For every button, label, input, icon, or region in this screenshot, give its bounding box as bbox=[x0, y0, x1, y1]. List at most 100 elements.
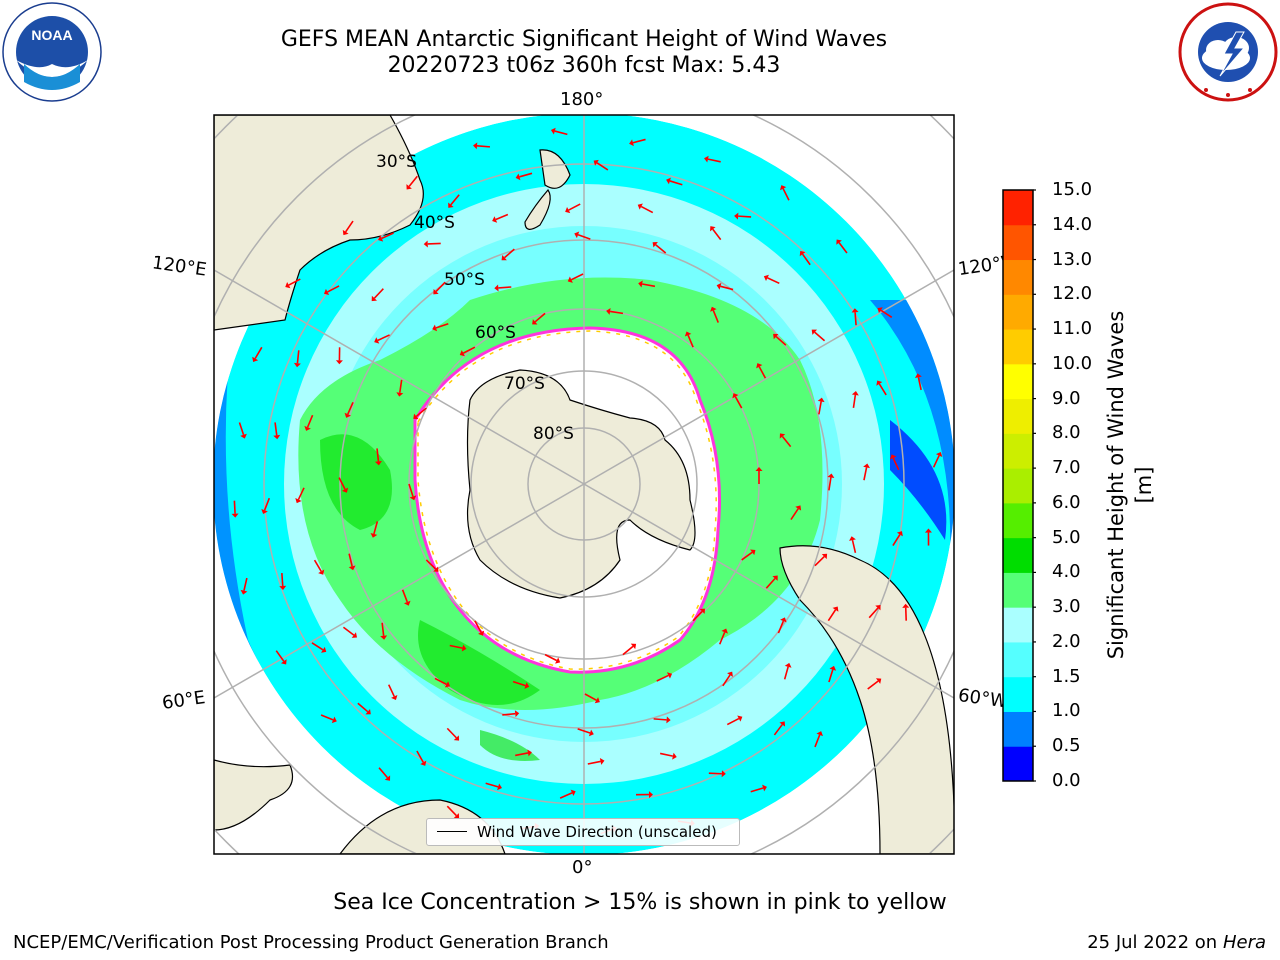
colorbar-segment bbox=[1003, 537, 1033, 573]
wave-direction-arrow bbox=[629, 138, 646, 147]
wave-direction-arrow bbox=[434, 677, 451, 688]
wave-direction-arrow bbox=[914, 373, 922, 391]
wave-direction-arrow bbox=[851, 308, 859, 326]
date-text: 25 Jul 2022 on Hera bbox=[1087, 932, 1266, 953]
colorbar-segment bbox=[1003, 641, 1033, 678]
colorbar-tick-label: 0.5 bbox=[1052, 735, 1081, 757]
wave-direction-arrow bbox=[763, 274, 780, 285]
map-legend: Wind Wave Direction (unscaled) bbox=[426, 818, 740, 846]
wave-direction-arrow bbox=[559, 789, 576, 799]
wave-direction-arrow bbox=[704, 155, 721, 163]
lat-label-60s: 60°S bbox=[475, 323, 516, 343]
wave-direction-arrow bbox=[692, 608, 705, 622]
wave-direction-arrow bbox=[817, 397, 825, 415]
wave-direction-arrow bbox=[371, 288, 384, 302]
new-zealand-south bbox=[524, 189, 551, 230]
wave-direction-arrow bbox=[313, 559, 325, 575]
colorbar-tick-label: 11.0 bbox=[1052, 318, 1093, 340]
wave-direction-arrow bbox=[656, 672, 673, 682]
wave-direction-arrow bbox=[252, 346, 263, 362]
colorbar-label: Significant Height of Wind Waves [m] bbox=[1104, 310, 1156, 660]
lon-label-0: 0° bbox=[572, 857, 593, 878]
wave-direction-arrow bbox=[635, 791, 653, 799]
colorbar-tick-label: 15.0 bbox=[1052, 179, 1093, 200]
colorbar-segment bbox=[1003, 190, 1033, 226]
credit-text: NCEP/EMC/Verification Post Processing Pr… bbox=[13, 932, 609, 953]
wave-direction-arrow bbox=[565, 203, 581, 214]
wave-direction-arrow bbox=[902, 603, 910, 621]
noaa-logo: NOAA bbox=[2, 2, 102, 102]
wave-direction-arrow bbox=[485, 782, 502, 791]
wind-wave-arrows bbox=[231, 127, 943, 835]
wave-direction-arrow bbox=[932, 451, 943, 468]
wave-direction-arrow bbox=[890, 454, 900, 471]
wave-direction-arrow bbox=[755, 467, 763, 484]
wave-direction-arrow bbox=[348, 553, 356, 571]
wave-direction-arrow bbox=[401, 589, 411, 606]
colorbar-segment bbox=[1003, 468, 1033, 504]
wave-direction-arrow bbox=[413, 407, 427, 420]
wave-direction-arrow bbox=[867, 678, 882, 690]
chart-subtitle: 20220723 t06z 360h fcst Max: 5.43 bbox=[387, 53, 781, 78]
wave-direction-arrow bbox=[273, 422, 281, 440]
colorbar-segment bbox=[1003, 259, 1033, 295]
wave-direction-arrow bbox=[515, 749, 532, 757]
colorbar-segment bbox=[1003, 572, 1033, 608]
lat-label-30s: 30°S bbox=[376, 152, 417, 172]
wave-direction-arrow bbox=[231, 500, 239, 518]
wave-direction-arrow bbox=[335, 347, 343, 365]
wave-direction-arrow bbox=[577, 728, 594, 737]
wave-direction-arrow bbox=[716, 282, 734, 291]
wave-direction-arrow bbox=[374, 448, 382, 466]
legend-label: Wind Wave Direction (unscaled) bbox=[477, 823, 717, 841]
wave-direction-arrow bbox=[638, 280, 656, 288]
legend-line-swatch bbox=[437, 831, 467, 832]
lon-label-180: 180° bbox=[560, 89, 604, 110]
wave-direction-arrow bbox=[344, 401, 354, 418]
wave-direction-arrow bbox=[567, 273, 584, 283]
wave-direction-arrow bbox=[718, 628, 728, 645]
antarctica-landmass bbox=[466, 369, 696, 599]
wave-direction-arrow bbox=[370, 521, 379, 538]
wave-direction-arrow bbox=[357, 702, 371, 715]
wave-direction-arrow bbox=[877, 307, 893, 318]
new-zealand-north bbox=[539, 149, 571, 189]
colorbar-segment bbox=[1003, 224, 1033, 261]
date-run-host: Hera bbox=[1222, 932, 1266, 953]
wave-direction-arrow bbox=[659, 752, 677, 760]
wave-direction-arrow bbox=[320, 714, 337, 724]
wave-direction-arrow bbox=[892, 531, 903, 546]
wave-direction-arrow bbox=[515, 172, 533, 181]
colorbar-tick-label: 12.0 bbox=[1052, 283, 1093, 305]
wave-direction-arrow bbox=[304, 414, 314, 431]
wave-direction-arrow bbox=[406, 175, 418, 190]
wave-direction-arrow bbox=[494, 284, 512, 292]
wave-direction-arrow bbox=[279, 573, 287, 591]
chart-title: GEFS MEAN Antarctic Significant Height o… bbox=[280, 27, 888, 52]
wave-direction-arrow bbox=[408, 483, 417, 501]
colorbar-tick-label: 1.5 bbox=[1052, 665, 1081, 687]
colorbar-tick-label: 5.0 bbox=[1052, 526, 1081, 548]
wave-direction-arrow bbox=[722, 671, 733, 687]
wave-direction-arrow bbox=[502, 710, 520, 718]
wave-direction-arrow bbox=[779, 433, 792, 448]
wave-direction-arrow bbox=[780, 185, 790, 201]
colorbar-segment bbox=[1003, 607, 1033, 643]
colorbar-segment bbox=[1003, 329, 1033, 365]
colorbar-tick-label: 4.0 bbox=[1052, 561, 1081, 583]
colorbar-tick-label: 3.0 bbox=[1052, 596, 1081, 618]
wave-direction-arrow bbox=[285, 278, 301, 289]
wave-direction-arrow bbox=[501, 248, 515, 261]
wave-direction-arrow bbox=[378, 767, 391, 781]
wave-direction-arrow bbox=[851, 391, 859, 408]
national-weather-service-logo bbox=[1178, 2, 1278, 102]
wave-direction-arrow bbox=[783, 662, 792, 680]
wave-direction-arrow bbox=[446, 805, 460, 819]
wave-direction-arrow bbox=[423, 240, 441, 248]
wave-direction-arrow bbox=[876, 380, 887, 396]
lat-label-70s: 70°S bbox=[504, 374, 545, 394]
wave-direction-arrow bbox=[459, 346, 476, 357]
colorbar-tick-label: 0.0 bbox=[1052, 770, 1081, 791]
wave-direction-arrow bbox=[790, 505, 802, 520]
